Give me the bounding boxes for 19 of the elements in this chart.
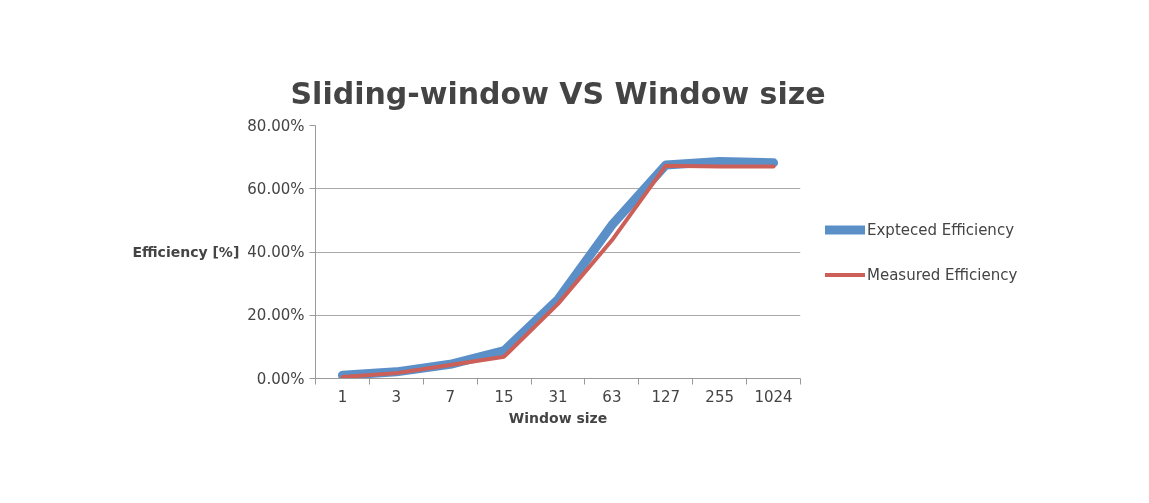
x-tick-label: 1 bbox=[337, 387, 348, 406]
x-tick-label: 255 bbox=[705, 387, 734, 406]
x-tick-label: 3 bbox=[391, 387, 402, 406]
x-tick-label: 63 bbox=[602, 387, 622, 406]
y-tick-label: 40.00% bbox=[247, 243, 305, 261]
legend-label: Expteced Efficiency bbox=[867, 220, 1015, 238]
chart-title: Sliding-window VS Window size bbox=[290, 75, 826, 111]
y-axis-title: Efficiency [%] bbox=[132, 244, 240, 260]
x-tick-label: 31 bbox=[548, 387, 568, 406]
x-tick-label: 127 bbox=[651, 387, 681, 406]
x-axis-title: Window size bbox=[508, 409, 608, 426]
y-tick-label: 0.00% bbox=[256, 369, 305, 388]
x-tick-label: 15 bbox=[494, 387, 514, 406]
y-tick-label: 60.00% bbox=[247, 179, 305, 198]
legend-label: Measured Efficiency bbox=[867, 265, 1018, 283]
y-tick-label: 80.00% bbox=[247, 116, 305, 135]
x-tick-label: 7 bbox=[445, 387, 455, 406]
x-tick-label: 1024 bbox=[754, 387, 793, 406]
y-tick-label: 20.00% bbox=[247, 306, 305, 325]
